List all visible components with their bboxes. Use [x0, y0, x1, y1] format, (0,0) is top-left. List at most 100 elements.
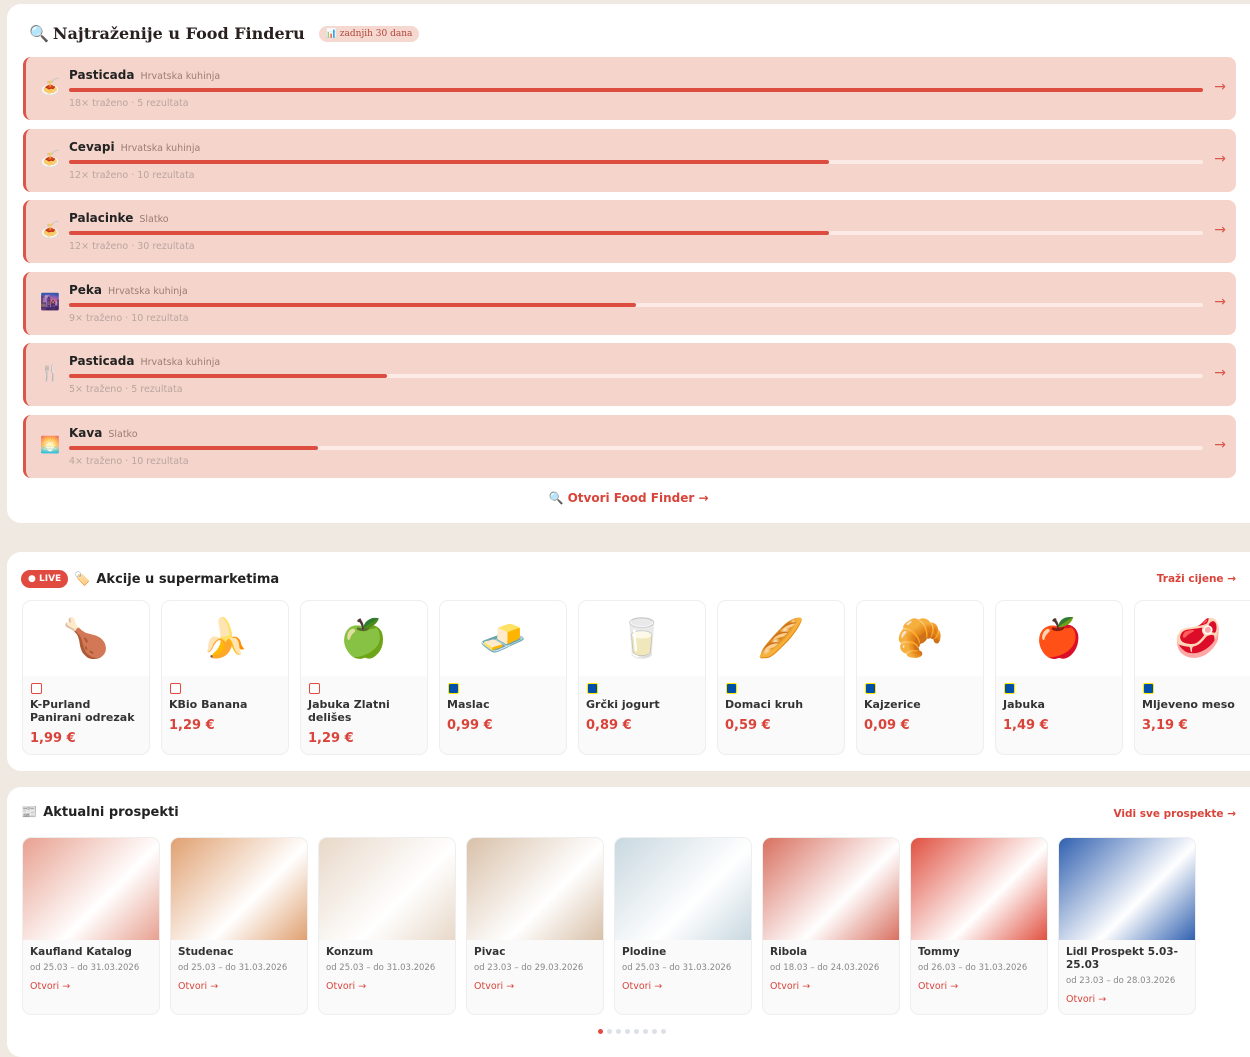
page-dot[interactable] — [634, 1029, 639, 1034]
arrow-right-icon[interactable]: → — [1214, 436, 1226, 453]
period-badge: 📊 zadnjih 30 dana — [318, 25, 420, 42]
product-name: Jabuka Zlatni delišes — [308, 698, 390, 724]
prospect-dates: od 25.03 – do 31.03.2026 — [178, 963, 288, 973]
prospect-card[interactable]: Kaufland Katalog od 25.03 – do 31.03.202… — [22, 837, 160, 1015]
arrow-right-icon[interactable]: → — [1214, 222, 1226, 238]
search-prices-link[interactable]: Traži cijene → — [1156, 573, 1236, 585]
product-price: 1,99 € — [30, 731, 76, 746]
item-meta: 5× traženo · 5 rezultata — [69, 384, 183, 395]
product-image: 🍗 — [23, 601, 149, 676]
page-dot[interactable] — [598, 1029, 603, 1034]
product-name: Mljeveno meso — [1142, 698, 1235, 711]
item-name: Pasticada — [69, 68, 135, 82]
open-prospect-link[interactable]: Otvori → — [326, 981, 367, 992]
store-logo-icon — [448, 683, 459, 694]
product-image: 🍎 — [996, 601, 1122, 676]
item-category: Hrvatska kuhinja — [120, 142, 201, 154]
product-card[interactable]: 🍎 Jabuka 1,49 € — [995, 600, 1123, 755]
food-icon: 🍝 — [40, 77, 60, 96]
prospect-card[interactable]: Tommy od 26.03 – do 31.03.2026 Otvori → — [910, 837, 1048, 1015]
arrow-right-icon[interactable]: → — [1214, 365, 1226, 381]
product-card[interactable]: 🥩 Mljeveno meso 3,19 € — [1134, 600, 1250, 755]
pagination-dots — [598, 1029, 666, 1034]
prospect-dates: od 23.03 – do 29.03.2026 — [474, 963, 584, 973]
popularity-bar — [69, 302, 1203, 307]
prospect-card[interactable]: Ribola od 18.03 – do 24.03.2026 Otvori → — [762, 837, 900, 1015]
deals-card: ● LIVE 🏷️ Akcije u supermarketima Traži … — [7, 552, 1250, 771]
prospect-name: Ribola — [770, 946, 808, 958]
product-image: 🧈 — [440, 601, 566, 676]
prospect-card[interactable]: Lidl Prospekt 5.03-25.03 od 23.03 – do 2… — [1058, 837, 1196, 1015]
product-image: 🥛 — [579, 601, 705, 676]
page-dot[interactable] — [652, 1029, 657, 1034]
arrow-right-icon[interactable]: → — [1214, 293, 1226, 310]
page-dot[interactable] — [616, 1029, 621, 1034]
food-icon: 🌆 — [40, 291, 60, 311]
store-logo-icon — [587, 683, 598, 694]
arrow-right-icon[interactable]: → — [1214, 79, 1226, 95]
search-item[interactable]: 🌆 Peka Hrvatska kuhinja 9× traženo · 10 r… — [23, 271, 1236, 335]
prospect-cover — [615, 838, 751, 940]
product-image: 🥐 — [857, 601, 983, 676]
arrow-right-icon[interactable]: → — [1214, 150, 1226, 167]
prospect-card[interactable]: Plodine od 25.03 – do 31.03.2026 Otvori … — [614, 837, 752, 1015]
open-food-finder-link[interactable]: 🔍 Otvori Food Finder → — [548, 491, 709, 505]
product-price: 1,49 € — [1003, 718, 1049, 733]
popularity-bar — [69, 88, 1203, 92]
product-card[interactable]: 🥖 Domaci kruh 0,59 € — [717, 600, 845, 755]
tag-icon: 🏷️ — [74, 571, 91, 587]
search-item[interactable]: 🌅 Kava Slatko 4× traženo · 10 rezultata → — [23, 414, 1236, 478]
search-item[interactable]: 🍝 Cevapi Hrvatska kuhinja 12× traženo · 1… — [23, 128, 1236, 192]
product-card[interactable]: 🍏 Jabuka Zlatni delišes 1,29 € — [300, 600, 428, 755]
product-price: 1,29 € — [169, 718, 215, 733]
prospect-name: Kaufland Katalog — [30, 946, 132, 958]
product-name: Jabuka — [1003, 698, 1045, 711]
open-prospect-link[interactable]: Otvori → — [474, 981, 515, 992]
prospect-card[interactable]: Pivac od 23.03 – do 29.03.2026 Otvori → — [466, 837, 604, 1015]
product-price: 1,29 € — [308, 731, 354, 746]
open-prospect-link[interactable]: Otvori → — [178, 981, 219, 992]
popularity-bar — [69, 445, 1203, 450]
product-card[interactable]: 🥐 Kajzerice 0,09 € — [856, 600, 984, 755]
store-logo-icon — [309, 683, 320, 694]
open-prospect-link[interactable]: Otvori → — [622, 981, 663, 992]
prospect-cover — [1059, 838, 1195, 940]
page-dot[interactable] — [625, 1029, 630, 1034]
all-prospects-link[interactable]: Vidi sve prospekte → — [1113, 808, 1236, 820]
popularity-bar — [69, 374, 1203, 378]
search-icon: 🔍 — [29, 24, 49, 43]
page-dot[interactable] — [661, 1029, 666, 1034]
item-category: Slatko — [139, 214, 169, 225]
page-dot[interactable] — [643, 1029, 648, 1034]
product-price: 0,89 € — [586, 718, 632, 733]
product-name: Domaci kruh — [725, 698, 804, 711]
prospect-dates: od 25.03 – do 31.03.2026 — [30, 963, 140, 973]
item-category: Slatko — [108, 428, 138, 440]
open-prospect-link[interactable]: Otvori → — [1066, 994, 1107, 1005]
open-prospect-link[interactable]: Otvori → — [30, 981, 71, 992]
product-card[interactable]: 🥛 Grčki jogurt 0,89 € — [578, 600, 706, 755]
prospect-card[interactable]: Studenac od 25.03 – do 31.03.2026 Otvori… — [170, 837, 308, 1015]
item-meta: 9× traženo · 10 rezultata — [69, 312, 189, 324]
food-icon: 🌅 — [40, 434, 60, 454]
product-card[interactable]: 🧈 Maslac 0,99 € — [439, 600, 567, 755]
prospect-card[interactable]: Konzum od 25.03 – do 31.03.2026 Otvori → — [318, 837, 456, 1015]
search-item[interactable]: 🍝 Palacinke Slatko 12× traženo · 30 rezul… — [23, 200, 1236, 263]
item-meta: 4× traženo · 10 rezultata — [69, 455, 189, 467]
popularity-bar — [69, 159, 1203, 164]
page-dot[interactable] — [607, 1029, 612, 1034]
search-item[interactable]: 🍴 Pasticada Hrvatska kuhinja 5× traženo ·… — [23, 343, 1236, 406]
prospect-cover — [319, 838, 455, 940]
product-card[interactable]: 🍌 KBio Banana 1,29 € — [161, 600, 289, 755]
open-prospect-link[interactable]: Otvori → — [918, 981, 959, 992]
item-name: Palacinke — [69, 211, 134, 225]
item-category: Hrvatska kuhinja — [140, 357, 221, 368]
open-prospect-link[interactable]: Otvori → — [770, 981, 811, 992]
food-icon: 🍴 — [40, 363, 60, 382]
item-category: Hrvatska kuhinja — [140, 71, 221, 82]
product-price: 0,09 € — [864, 718, 910, 733]
store-logo-icon — [726, 683, 737, 694]
product-card[interactable]: 🍗 K-Purland Panirani odrezak 1,99 € — [22, 600, 150, 755]
search-item[interactable]: 🍝 Pasticada Hrvatska kuhinja 18× traženo … — [23, 57, 1236, 120]
item-meta: 18× traženo · 5 rezultata — [69, 98, 189, 109]
